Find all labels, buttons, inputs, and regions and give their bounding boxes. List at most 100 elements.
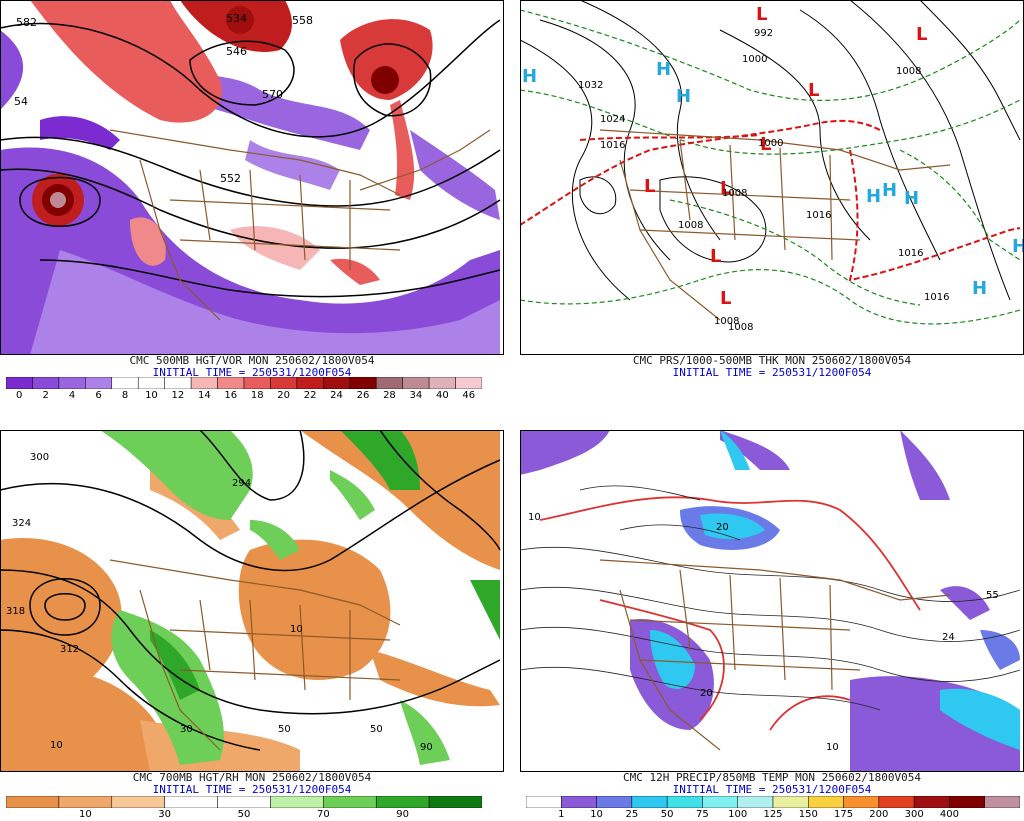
colorbar-swatch [596,796,633,808]
colorbar-swatch [270,796,324,808]
isotherm-label: 10 [826,742,839,753]
high-pressure-center: H [972,278,987,299]
colorbar-tick-label: 46 [462,390,476,401]
isobar-label: 1008 [728,322,753,333]
colorbar-swatch [137,377,165,389]
isobar-label: 1016 [898,248,923,259]
isobar-label: 1032 [578,80,603,91]
colorbar-tick-label: 8 [121,390,129,401]
colorbar-tick-label: 50 [660,809,674,820]
low-pressure-center: L [808,80,819,101]
isotherm-label: 20 [700,688,713,699]
isobar-label: 992 [754,28,773,39]
colorbar-tick-label: 0 [16,390,23,401]
colorbar-tick-label: 400 [939,809,959,820]
colorbar-swatch [217,796,271,808]
high-pressure-center: H [656,59,671,80]
colorbar-tick-label: 50 [237,809,251,820]
colorbar-swatch [455,377,482,389]
colorbar-tick-label: 18 [250,390,264,401]
caption-700mb: CMC 700MB HGT/RH MON 250602/1800V054 INI… [0,772,504,796]
colorbar-tick-label: 22 [303,390,317,401]
caption-initial-time: INITIAL TIME = 250531/1200F054 [672,366,872,379]
colorbar-tick-label: 2 [42,390,49,401]
colorbar-swatches [6,796,482,808]
rh-label: 50 [370,724,383,735]
caption-initial-time: INITIAL TIME = 250531/1200F054 [152,366,352,379]
colorbar-swatch [323,796,377,808]
colorbar-swatch [949,796,985,808]
low-pressure-center: L [720,288,731,309]
colorbar-tick-label: 40 [435,390,449,401]
high-pressure-center: H [522,66,537,87]
contour-label: 324 [12,518,31,529]
colorbar-tick-label: 30 [158,809,172,820]
colorbar-swatch [878,796,915,808]
colorbar-tick-label: 6 [95,390,102,401]
colorbar-swatch [375,796,430,808]
caption-initial-time: INITIAL TIME = 250531/1200F054 [152,783,352,796]
colorbar-swatch [631,796,668,808]
colorbar-swatch [428,796,482,808]
colorbar-swatch [243,377,271,389]
contour-label-582: 582 [16,16,37,29]
colorbar-swatch [164,377,192,389]
contour-label: 318 [6,606,25,617]
colorbar-precip: 1 10 25 50 75 100 125 150 175 200 300 400 [526,796,1020,820]
map-precip-850temp: 10 20 24 55 10 20 [520,430,1024,772]
isotherm-label: 24 [942,632,955,643]
colorbar-swatch [772,796,809,808]
rh-label: 10 [290,624,303,635]
caption-500mb: CMC 500MB HGT/VOR MON 250602/1800V054 IN… [0,355,504,379]
isobar-label: 1024 [600,114,625,125]
contour-label-552: 552 [220,172,241,185]
colorbar-tick-label: 28 [383,390,396,401]
colorbar-swatch [58,377,86,389]
rh-label: 10 [50,740,63,751]
colorbar-tick-label: 25 [625,809,639,820]
colorbar-tick-label: 16 [224,390,238,401]
colorbar-tick-label: 12 [171,390,185,401]
colorbar-vorticity: 0 2 4 6 8 10 12 14 16 18 20 22 24 26 28 34 40 46 [6,377,482,401]
colorbar-swatch [111,796,165,808]
colorbar-swatch [296,377,324,389]
colorbar-ticks: 10 30 50 70 90 [6,809,482,821]
colorbar-tick-label: 14 [197,390,211,401]
contour-label-582b: 54 [14,95,28,108]
colorbar-swatch [984,796,1020,808]
colorbar-tick-label: 24 [330,390,343,401]
colorbar-ticks: 0 2 4 6 8 10 12 14 16 18 20 22 24 26 28 34 40 46 [6,390,482,402]
caption-title: CMC 700MB HGT/RH MON 250602/1800V054 [132,771,372,784]
colorbar-swatch [913,796,950,808]
low-pressure-center: L [644,176,655,197]
colorbar-swatch [702,796,738,808]
low-pressure-center: L [720,178,731,199]
colorbar-tick-label: 10 [590,809,603,820]
low-pressure-center: L [760,134,771,155]
isobar-label: 1008 [678,220,703,231]
rh-label: 50 [278,724,291,735]
colorbar-tick-label: 4 [68,390,76,401]
colorbar-swatch [402,377,430,389]
isobar-label: 1016 [924,292,949,303]
panel-pressure-thickness: H H H H H H H H L L L L L L L L 992 1000… [520,0,1024,400]
high-pressure-center: H [866,186,881,207]
colorbar-tick-label: 26 [356,390,370,401]
caption-title: CMC PRS/1000-500MB THK MON 250602/1800V0… [632,354,912,367]
colorbar-tick-label: 20 [277,390,291,401]
contour-label-546: 546 [226,45,247,58]
low-pressure-center: L [710,246,721,267]
colorbar-tick-label: 75 [696,809,709,820]
colorbar-swatch [808,796,844,808]
colorbar-swatch [32,377,60,389]
isobar-label: 1000 [758,138,783,149]
colorbar-tick-label: 70 [316,809,330,820]
colorbar-ticks: 1 10 25 50 75 100 125 150 175 200 300 400 [526,809,1020,821]
isobar-label: 1016 [600,140,625,151]
colorbar-tick-label: 125 [763,809,783,820]
isotherm-label: 20 [716,522,729,533]
colorbar-swatch [190,377,218,389]
caption-precip: CMC 12H PRECIP/850MB TEMP MON 250602/180… [520,772,1024,796]
contour-label-570: 570 [262,88,283,101]
high-pressure-center: H [1012,236,1024,257]
